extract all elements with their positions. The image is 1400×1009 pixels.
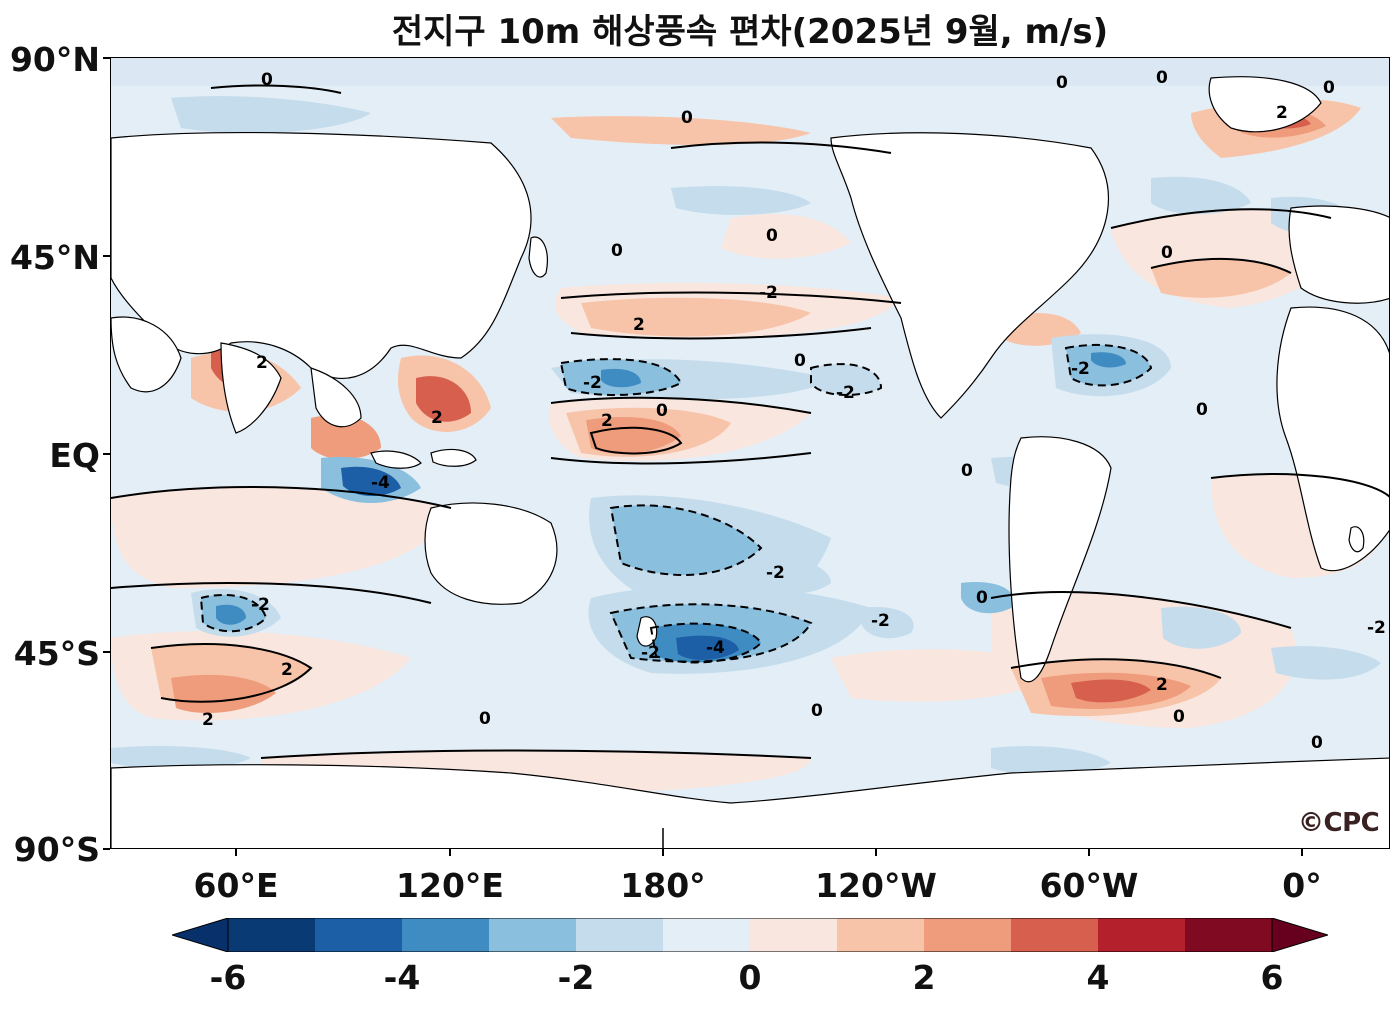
lon-tick — [662, 849, 664, 856]
colorbar-label-m4: -4 — [383, 958, 421, 997]
contour-label: 0 — [611, 241, 623, 261]
anomaly-map: 0 0 0 0 0 2 0 0 -2 2 0 -2 -2 0 2 0 0 -2 … — [110, 57, 1390, 849]
colorbar-label-4: 4 — [1086, 958, 1110, 997]
lon-tick — [1088, 849, 1090, 856]
colorbar-segment — [228, 918, 316, 952]
contour-label: 2 — [601, 411, 613, 431]
contour-label: 2 — [633, 315, 645, 335]
colorbar-segment — [750, 918, 838, 952]
colorbar-label-m2: -2 — [557, 958, 595, 997]
colorbar-segment — [402, 918, 490, 952]
lon-label-60w: 60°W — [1039, 866, 1139, 905]
contour-label: -2 — [766, 563, 785, 583]
colorbar-label-m6: -6 — [209, 958, 247, 997]
contour-label: 2 — [1276, 103, 1288, 123]
colorbar-segment — [924, 918, 1012, 952]
contour-label: -2 — [1071, 359, 1090, 379]
lat-tick — [103, 57, 110, 59]
colorbar-segment — [837, 918, 925, 952]
lat-tick — [103, 453, 110, 455]
contour-label: 0 — [1323, 78, 1335, 98]
lon-label-180: 180° — [620, 866, 706, 905]
lon-label-120w: 120°W — [815, 866, 937, 905]
contour-label: 0 — [479, 709, 491, 729]
colorbar-segment — [1098, 918, 1186, 952]
contour-label: 0 — [811, 701, 823, 721]
lat-label-45n: 45°N — [9, 238, 100, 277]
colorbar-label-0: 0 — [738, 958, 762, 997]
contour-labels: 0 0 0 0 0 2 0 0 -2 2 0 -2 -2 0 2 0 0 -2 … — [202, 68, 1386, 753]
lat-tick — [103, 848, 110, 850]
map-title: 전지구 10m 해상풍속 편차(2025년 9월, m/s) — [391, 12, 1109, 52]
colorbar-segments — [228, 918, 1273, 952]
colorbar-segment — [1185, 918, 1273, 952]
contour-label: 0 — [1311, 733, 1323, 753]
lon-label-0: 0° — [1282, 866, 1322, 905]
lat-label-45s: 45°S — [13, 634, 100, 673]
contour-label: -4 — [371, 473, 390, 493]
contour-label: 0 — [1161, 243, 1173, 263]
anomaly-contours — [111, 84, 1389, 759]
contour-label: 0 — [261, 70, 273, 90]
contour-label: 0 — [1173, 707, 1185, 727]
colorbar-segment — [1011, 918, 1099, 952]
contour-label: 0 — [1156, 68, 1168, 88]
lat-tick — [103, 651, 110, 653]
colorbar-label-2: 2 — [912, 958, 936, 997]
contour-label: 2 — [256, 353, 268, 373]
contour-label: -2 — [836, 383, 855, 403]
contour-label: 0 — [656, 401, 668, 421]
contour-label: 2 — [431, 408, 443, 428]
contour-label: 2 — [1156, 675, 1168, 695]
colorbar — [172, 918, 1328, 952]
contour-label: 0 — [1056, 73, 1068, 93]
colorbar-segment — [489, 918, 577, 952]
contour-label: 0 — [961, 461, 973, 481]
lon-label-120e: 120°E — [396, 866, 504, 905]
contour-label: -2 — [871, 611, 890, 631]
arctic-band — [111, 58, 1389, 86]
contour-label: 0 — [681, 108, 693, 128]
contour-label: -2 — [1367, 618, 1386, 638]
contour-label: -4 — [706, 638, 725, 658]
lat-label-eq: EQ — [49, 436, 100, 475]
contour-label: -2 — [759, 283, 778, 303]
colorbar-segment — [576, 918, 664, 952]
contour-label: 0 — [976, 588, 988, 608]
cpc-logo: ©CPC — [1298, 808, 1380, 838]
lon-tick — [875, 849, 877, 856]
lon-tick — [235, 849, 237, 856]
contour-label: -2 — [583, 373, 602, 393]
contour-label: 0 — [794, 351, 806, 371]
lat-label-90n: 90°N — [9, 40, 100, 79]
contour-label: -2 — [641, 643, 660, 663]
anomaly-contours-negative — [199, 343, 1153, 664]
contour-label: 2 — [281, 660, 293, 680]
lat-label-90s: 90°S — [13, 830, 100, 869]
colorbar-border — [227, 918, 1273, 952]
colorbar-segment — [663, 918, 751, 952]
contour-label: 0 — [766, 226, 778, 246]
colorbar-extend-high — [1271, 918, 1328, 952]
land-masses — [111, 76, 1389, 848]
contour-label: 0 — [1196, 400, 1208, 420]
contour-label: -2 — [251, 595, 270, 615]
lon-tick — [1301, 849, 1303, 856]
colorbar-label-6: 6 — [1260, 958, 1284, 997]
lat-tick — [103, 255, 110, 257]
colorbar-extend-low — [172, 918, 229, 952]
anomaly-map-svg: 0 0 0 0 0 2 0 0 -2 2 0 -2 -2 0 2 0 0 -2 … — [111, 58, 1389, 848]
colorbar-segment — [315, 918, 403, 952]
lon-tick — [449, 849, 451, 856]
contour-label: 2 — [202, 710, 214, 730]
lon-label-60e: 60°E — [193, 866, 279, 905]
